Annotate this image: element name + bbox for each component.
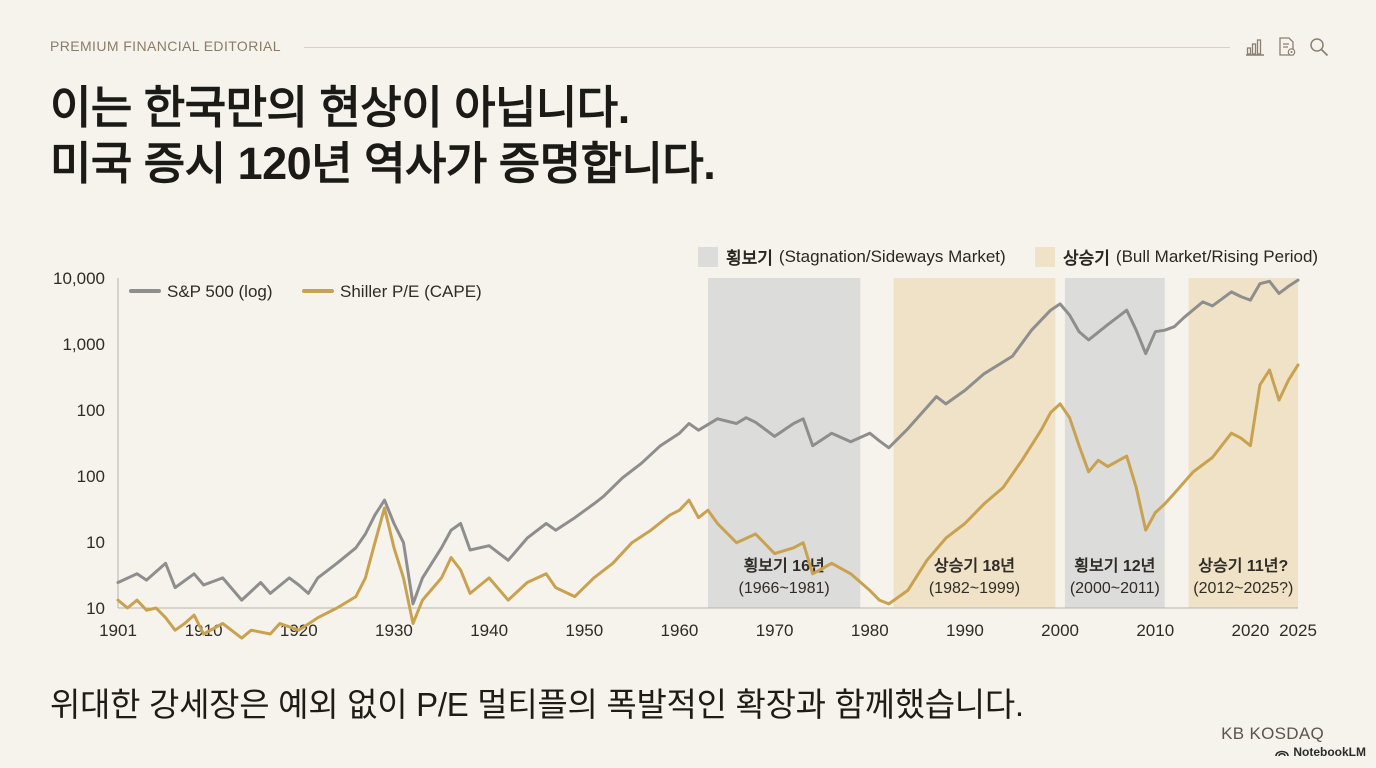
page-title: 이는 한국만의 현상이 아닙니다. 미국 증시 120년 역사가 증명합니다. xyxy=(50,80,716,192)
x-tick-label-1930: 1930 xyxy=(375,621,413,640)
period-years-1: (1966~1981) xyxy=(739,580,830,597)
x-tick-label-2000: 2000 xyxy=(1041,621,1079,640)
x-tick-label-1980: 1980 xyxy=(851,621,889,640)
period-years-2: (1982~1999) xyxy=(929,580,1020,597)
x-tick-label-1970: 1970 xyxy=(756,621,794,640)
y-tick-label-5: 10 xyxy=(86,533,105,552)
title-line-1: 이는 한국만의 현상이 아닙니다. xyxy=(50,82,630,133)
x-tick-label-1940: 1940 xyxy=(470,621,508,640)
search-icon[interactable] xyxy=(1308,36,1330,58)
period-label-2: 상승기 18년 xyxy=(934,556,1015,575)
top-bar: PREMIUM FINANCIAL EDITORIAL xyxy=(50,36,1330,58)
document-settings-icon[interactable] xyxy=(1276,36,1298,58)
brand-label: KB KOSDAQ xyxy=(1221,724,1324,743)
title-line-2: 미국 증시 120년 역사가 증명합니다. xyxy=(50,138,716,189)
legend-stagnation: 횡보기 (Stagnation/Sideways Market) xyxy=(698,244,1006,269)
watermark: NotebookLM xyxy=(1275,745,1366,759)
x-tick-label-1901: 1901 xyxy=(99,621,137,640)
caption: 위대한 강세장은 예외 없이 P/E 멀티플의 폭발적인 확장과 함께했습니다. xyxy=(50,686,1024,723)
log-chart: 횡보기 16년 (1966~1981) 상승기 18년 (1982~1999) 횡보기 … xyxy=(53,269,1317,640)
bull-title: 상승기 xyxy=(1063,249,1110,268)
period-label-4: 상승기 11년? xyxy=(1198,556,1288,575)
period-band-4 xyxy=(1188,278,1298,608)
x-tick-label-1990: 1990 xyxy=(946,621,984,640)
series-line-2 xyxy=(116,363,1300,640)
period-years-4: (2012~2025?) xyxy=(1193,580,1293,597)
period-years-3: (2000~2011) xyxy=(1070,580,1160,597)
x-tick-label-1910: 1910 xyxy=(185,621,223,640)
header-divider xyxy=(304,47,1230,48)
section-kicker: PREMIUM FINANCIAL EDITORIAL xyxy=(50,38,281,54)
x-tick-label-2010: 2010 xyxy=(1136,621,1174,640)
period-band-1 xyxy=(708,278,861,608)
y-tick-label-6: 10 xyxy=(86,599,105,618)
bull-swatch xyxy=(1035,246,1055,267)
bull-desc: (Bull Market/Rising Period) xyxy=(1115,246,1319,266)
stagnation-title: 횡보기 xyxy=(726,249,773,268)
stagnation-desc: (Stagnation/Sideways Market) xyxy=(778,246,1006,266)
stagnation-swatch xyxy=(698,246,718,267)
y-tick-label-1: 10,000 xyxy=(53,269,105,288)
x-tick-label-1950: 1950 xyxy=(565,621,603,640)
legend-label-2: Shiller P/E (CAPE) xyxy=(340,282,482,301)
y-tick-label-4: 100 xyxy=(77,467,105,486)
notebooklm-logo-icon xyxy=(1275,750,1290,757)
bar-chart-icon[interactable] xyxy=(1244,36,1266,58)
watermark-text: NotebookLM xyxy=(1293,745,1366,759)
y-tick-label-3: 100 xyxy=(77,401,105,420)
x-tick-label-1960: 1960 xyxy=(661,621,699,640)
legend-bull: 상승기 (Bull Market/Rising Period) xyxy=(1035,244,1318,269)
y-tick-label-2: 1,000 xyxy=(62,335,105,354)
x-tick-label-2020: 2020 xyxy=(1232,621,1270,640)
toolbar xyxy=(1244,36,1330,58)
period-label-3: 횡보기 12년 xyxy=(1074,556,1155,575)
x-tick-label-2025: 2025 xyxy=(1279,621,1317,640)
legend-label-1: S&P 500 (log) xyxy=(167,282,273,301)
period-label-1: 횡보기 16년 xyxy=(744,556,825,575)
series-line-1 xyxy=(116,278,1300,606)
